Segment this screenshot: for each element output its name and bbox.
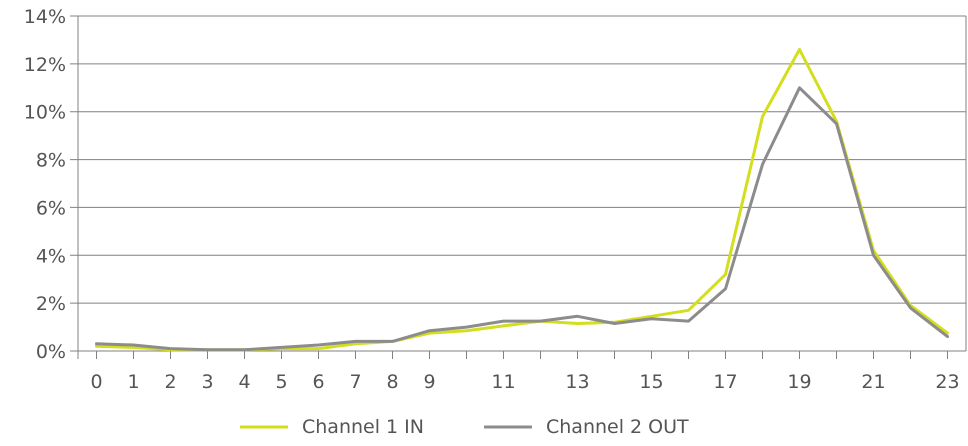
x-tick-label: 13 (565, 371, 589, 393)
legend-label-2: Channel 2 OUT (546, 416, 689, 438)
grid-lines (70, 15, 966, 352)
x-tick-label: 5 (275, 371, 287, 393)
x-tick-label: 1 (127, 371, 139, 393)
x-tick-label: 2 (164, 371, 176, 393)
y-tick-label: 10% (24, 102, 66, 124)
y-tick-label: 6% (36, 197, 66, 219)
y-tick-label: 4% (36, 245, 66, 267)
x-tick-label: 21 (861, 371, 885, 393)
x-tick-label: 11 (491, 371, 515, 393)
x-tick-label: 7 (349, 371, 361, 393)
y-tick-label: 2% (36, 293, 66, 315)
y-tick-label: 0% (36, 341, 66, 363)
x-tick-label: 23 (935, 371, 959, 393)
x-tick-label: 0 (90, 371, 102, 393)
x-tick-label: 17 (713, 371, 737, 393)
x-tick-label: 3 (201, 371, 213, 393)
y-tick-label: 8% (36, 150, 66, 172)
axes (77, 16, 967, 359)
x-tick-label: 4 (238, 371, 250, 393)
series-line-1 (95, 48, 949, 352)
x-tick-label: 9 (423, 371, 435, 393)
series-line-2 (95, 86, 949, 352)
x-tick-label: 19 (787, 371, 811, 393)
y-tick-label: 14% (24, 6, 66, 28)
legend: Channel 1 IN Channel 2 OUT (240, 416, 689, 438)
series-lines (95, 48, 949, 352)
x-tick-label: 6 (312, 371, 324, 393)
y-axis-ticks: 0% 2% 4% 6% 8% 10% 12% 14% (24, 6, 66, 363)
x-axis-ticks: 0 1 2 3 4 5 6 7 8 9 11 13 15 17 19 21 23 (90, 351, 960, 393)
x-tick-label: 15 (639, 371, 663, 393)
legend-label-1: Channel 1 IN (302, 416, 424, 438)
y-tick-label: 12% (24, 54, 66, 76)
x-tick-label: 8 (386, 371, 398, 393)
